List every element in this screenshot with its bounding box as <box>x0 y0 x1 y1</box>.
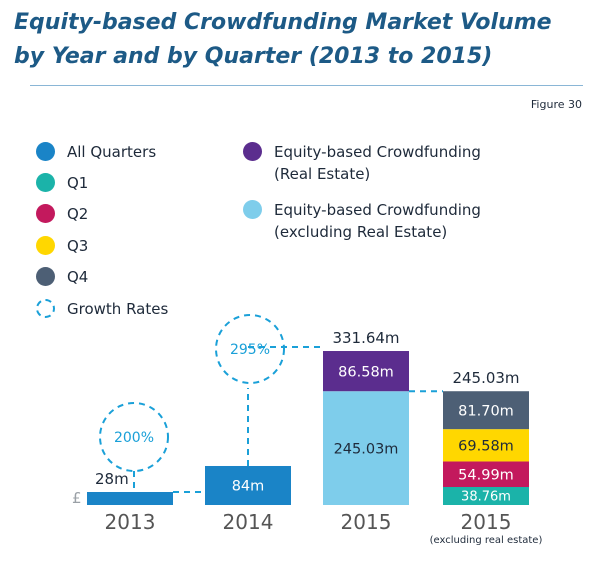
legend-swatch-growth-rates <box>36 299 55 318</box>
legend-label-real-estate-line2: (Real Estate) <box>274 165 371 183</box>
chart-title-line1: Equity-based Crowdfunding Market Volume <box>14 10 552 35</box>
x-tick-sublabel-3: (excluding real estate) <box>430 535 543 546</box>
bar-segment-1-0 <box>205 465 291 505</box>
bar-segment-3-2 <box>443 429 529 462</box>
bar-segment-2-0 <box>323 391 409 505</box>
bar-value-label-2-0: 245.03m <box>334 441 399 457</box>
legend-label-real-estate-line1: Equity-based Crowdfunding <box>274 143 481 161</box>
legend-label-excluding-real-estate-line2: (excluding Real Estate) <box>274 223 448 241</box>
chart-title-line2: by Year and by Quarter (2013 to 2015) <box>14 44 493 69</box>
bar-value-label-3-3: 81.70m <box>458 403 514 419</box>
legend-label-q3: Q3 <box>67 237 89 255</box>
bar-total-label-2: 331.64m <box>332 329 399 347</box>
bar-value-label-2-1: 86.58m <box>338 364 394 380</box>
legend-label-real-estate: Equity-based Crowdfunding (Real Estate) <box>274 141 481 185</box>
legend-label-q1: Q1 <box>67 174 89 192</box>
legend-swatch-q3 <box>36 236 55 255</box>
legend-item-excluding-real-estate: Equity-based Crowdfunding (excluding Rea… <box>243 199 481 243</box>
bar-segment-2-1 <box>323 351 409 392</box>
legend-swatch-all-quarters <box>36 142 55 161</box>
legend-item-growth-rates: Growth Rates <box>36 298 168 320</box>
legend-label-excluding-real-estate-line1: Equity-based Crowdfunding <box>274 201 481 219</box>
legend-item-q1: Q1 <box>36 172 88 194</box>
bar-value-label-3-1: 54.99m <box>458 467 514 483</box>
bar-value-label-1-0: 84m <box>232 479 265 495</box>
legend-item-q3: Q3 <box>36 235 88 257</box>
growth-rate-circle-1 <box>215 314 285 384</box>
bar-total-label-0: 28m <box>95 470 129 488</box>
growth-rate-label-1: 295% <box>230 342 270 358</box>
bar-value-label-3-2: 69.58m <box>458 439 514 455</box>
legend-swatch-q2 <box>36 204 55 223</box>
bar-segment-3-3 <box>443 391 529 430</box>
bar-total-label-3: 245.03m <box>452 369 519 387</box>
bar-segment-0-0 <box>87 491 173 505</box>
legend-item-all-quarters: All Quarters <box>36 141 156 163</box>
growth-rate-circle-0 <box>99 402 169 472</box>
title-divider <box>30 85 583 86</box>
currency-symbol: £ <box>72 489 82 507</box>
legend-swatch-real-estate <box>243 142 262 161</box>
bar-segment-3-1 <box>443 461 529 488</box>
legend-swatch-q4 <box>36 267 55 286</box>
legend-label-excluding-real-estate: Equity-based Crowdfunding (excluding Rea… <box>274 199 481 243</box>
growth-rate-label-0: 200% <box>114 430 154 446</box>
legend-label-all-quarters: All Quarters <box>67 143 157 161</box>
legend-item-real-estate: Equity-based Crowdfunding (Real Estate) <box>243 141 481 185</box>
chart-title: Equity-based Crowdfunding Market Volume … <box>14 6 594 74</box>
bar-value-label-3-0: 38.76m <box>461 490 511 505</box>
x-tick-label-0: 2013 <box>105 510 156 534</box>
x-tick-label-3: 2015 <box>461 510 512 534</box>
figure-label: Figure 30 <box>530 98 582 111</box>
legend-label-growth-rates: Growth Rates <box>67 300 169 318</box>
legend-item-q4: Q4 <box>36 266 88 288</box>
bar-segment-3-0 <box>443 487 529 505</box>
legend-swatch-q1 <box>36 173 55 192</box>
legend-swatch-excluding-real-estate <box>243 200 262 219</box>
legend-label-q4: Q4 <box>67 268 89 286</box>
x-tick-label-1: 2014 <box>223 510 274 534</box>
x-tick-label-2: 2015 <box>341 510 392 534</box>
legend-item-q2: Q2 <box>36 203 88 225</box>
legend-label-q2: Q2 <box>67 205 89 223</box>
